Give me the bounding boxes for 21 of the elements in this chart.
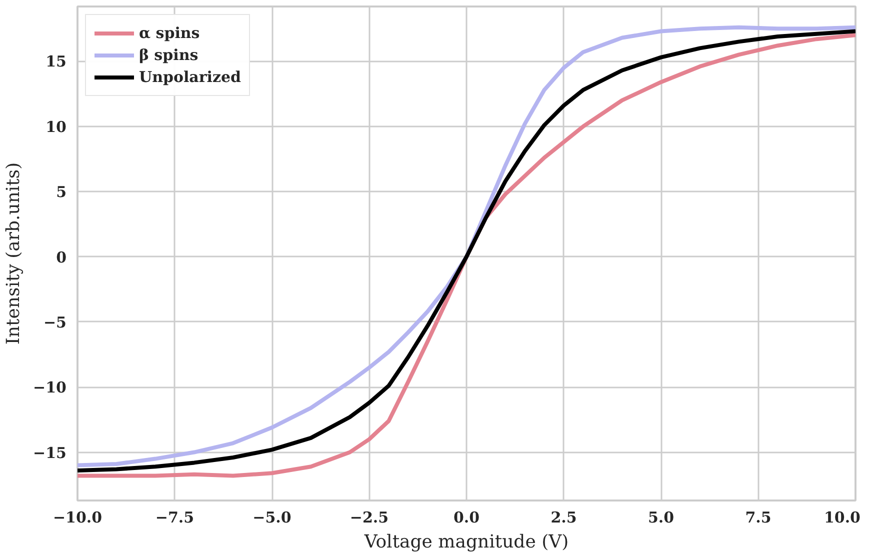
y-axis-title: Intensity (arb.units) <box>3 162 24 345</box>
y-tick-label: −10 <box>33 378 67 397</box>
y-tick-label: −5 <box>43 313 67 332</box>
y-tick-label: 15 <box>46 52 66 71</box>
y-tick-label: 10 <box>46 118 66 136</box>
x-tick-label: −2.5 <box>350 508 389 526</box>
legend-label: β spins <box>139 46 198 64</box>
x-axis-title: Voltage magnitude (V) <box>363 532 569 552</box>
legend-label: Unpolarized <box>139 68 242 86</box>
x-tick-label: −10.0 <box>52 508 102 526</box>
legend-label: α spins <box>139 24 200 42</box>
y-tick-label: 0 <box>56 248 66 266</box>
x-tick-label: −5.0 <box>252 508 292 526</box>
y-tick-label: −15 <box>33 444 67 462</box>
y-tick-label: 5 <box>56 183 66 202</box>
x-tick-label: 10.0 <box>824 508 861 526</box>
x-tick-label: 0.0 <box>453 508 480 526</box>
x-tick-label: 2.5 <box>550 508 577 526</box>
x-tick-label: 5.0 <box>648 508 674 526</box>
x-tick-label: 7.5 <box>745 508 772 526</box>
x-tick-label: −7.5 <box>155 508 194 526</box>
